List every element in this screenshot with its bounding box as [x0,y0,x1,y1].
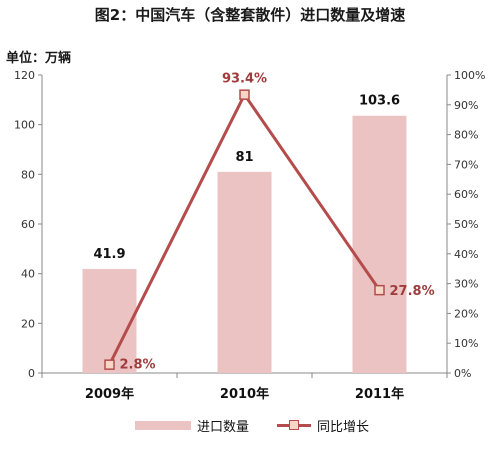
line-value-label: 2.8% [120,358,156,373]
line-value-label: 27.8% [390,284,435,299]
line-marker-swatch-icon [277,419,312,431]
x-category-label: 2011年 [355,386,404,402]
left-tick-label: 0 [28,367,35,380]
left-tick-label: 120 [14,69,35,82]
legend-item-growth: 同比增长 [277,416,369,435]
legend-item-import-volume: 进口数量 [135,416,249,435]
right-tick-label: 100% [454,69,485,82]
bars [82,115,407,373]
line-value-label: 93.4% [222,72,267,87]
right-tick-label: 60% [454,188,478,201]
x-category-label: 2010年 [220,386,269,402]
legend-label-growth: 同比增长 [317,419,370,435]
data-labels: 41.9 81 103.6 2.8% 93.4% 27.8% [93,72,434,373]
right-tick-label: 20% [454,307,478,320]
right-tick-label: 80% [454,129,478,142]
bar [82,268,137,373]
bar [352,115,407,373]
right-tick-label: 50% [454,218,478,231]
left-tick-label: 20 [21,317,35,330]
legend-label-import-volume: 进口数量 [197,419,250,435]
legend: 进口数量 同比增长 [135,414,397,436]
x-category-label: 2009年 [85,386,134,402]
right-tick-label: 10% [454,337,478,350]
line-point-marker [239,89,250,100]
right-tick-label: 0% [454,367,471,380]
chart-title: 图2：中国汽车（含整套散件）进口数量及增速 [94,6,406,24]
right-tick-label: 90% [454,99,478,112]
bar-value-label: 81 [235,150,253,165]
axes: 0 20 40 60 80 100 120 0% 10% 20% 30% 40% 50% 60% 70% 80… [14,69,485,402]
bar-value-label: 41.9 [93,247,125,262]
line-point-marker [104,359,115,370]
bar-swatch-icon [135,420,191,430]
right-tick-label: 30% [454,278,478,291]
bar-value-label: 103.6 [359,94,400,109]
unit-label: 单位：万辆 [6,51,72,66]
left-tick-label: 40 [21,268,35,281]
growth-line-series [104,89,385,370]
right-tick-label: 40% [454,248,478,261]
bar [217,171,272,373]
right-tick-label: 70% [454,158,478,171]
line-point-marker [374,284,385,296]
left-tick-label: 60 [21,218,35,231]
left-tick-label: 80 [21,168,35,181]
left-tick-label: 100 [14,119,35,132]
